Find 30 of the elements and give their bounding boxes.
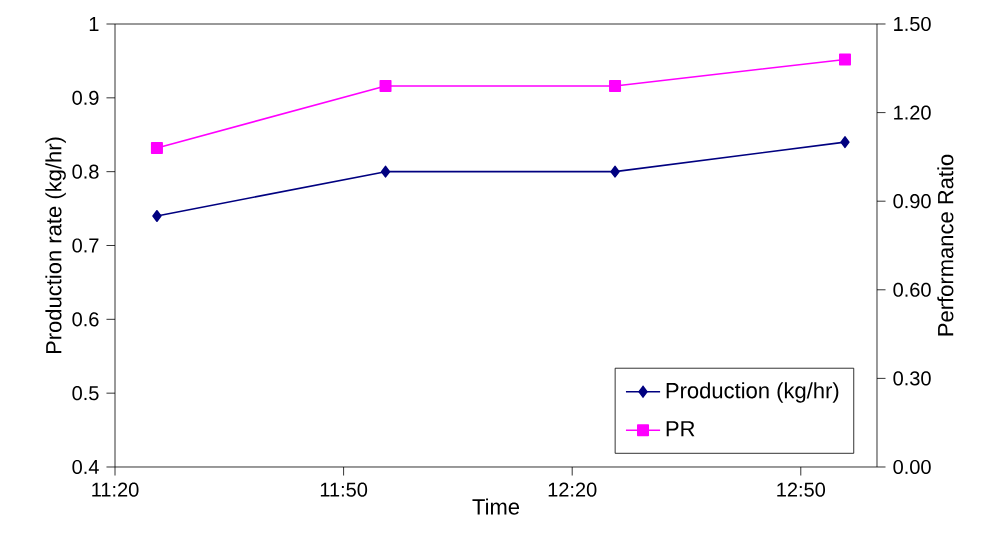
y-tick-label: 0.9 — [72, 90, 99, 105]
legend-label: PR — [666, 421, 695, 437]
point — [152, 209, 162, 222]
y2-axis-title: Performance Ratio — [937, 154, 954, 336]
y2-tick-label: 1.20 — [894, 105, 931, 120]
x-tick-label: 11:50 — [320, 482, 368, 497]
y-tick-label: 0.4 — [72, 459, 99, 475]
y2-tick-label: 0.30 — [893, 371, 931, 386]
y-tick-label: 0.6 — [72, 312, 99, 327]
y-tick-label: 0.7 — [72, 238, 99, 253]
y2-tick-label: 0.00 — [893, 459, 931, 475]
y-tick-label: 1 — [89, 17, 99, 31]
point — [840, 136, 850, 149]
x-tick-label: 12:50 — [777, 482, 826, 497]
y-tick-label: 0.8 — [72, 164, 99, 179]
point — [839, 53, 851, 66]
point — [610, 165, 620, 178]
y2-tick-label: 1.50 — [894, 16, 931, 32]
y-axis-title: Production rate (kg/hr) — [45, 137, 66, 354]
x-tick-label: 12:20 — [548, 482, 597, 497]
x-tick-label: 11:20 — [92, 482, 139, 497]
point — [150, 142, 163, 155]
y-tick-label: 0.5 — [72, 386, 99, 401]
x-axis-title: Time — [472, 498, 520, 515]
point — [609, 80, 622, 93]
y2-tick-label: 0.60 — [893, 282, 931, 297]
y2-tick-label: 0.90 — [893, 194, 931, 209]
point — [379, 80, 392, 93]
point — [380, 165, 391, 178]
legend-label: Production (kg/hr) — [666, 382, 839, 403]
